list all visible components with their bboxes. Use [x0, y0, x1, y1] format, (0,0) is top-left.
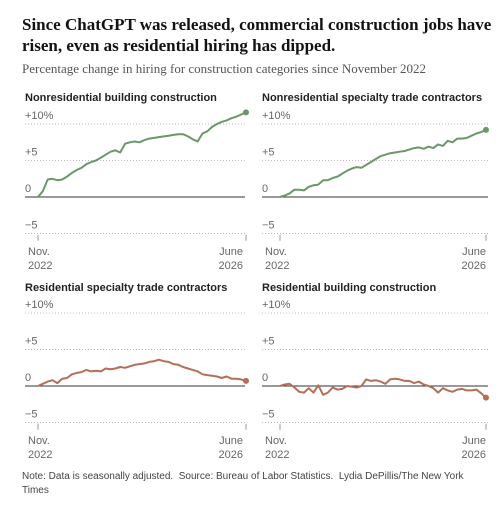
y-tick-label: +5: [262, 147, 275, 159]
x-tick-label-line: 2022: [28, 260, 52, 272]
x-tick-label-line: 2022: [265, 260, 289, 272]
x-tick-label-line: 2022: [28, 449, 52, 461]
x-tick-label: June 2026: [462, 435, 486, 461]
x-tick-label-line: Nov.: [265, 246, 287, 258]
x-tick-label: June 2026: [219, 435, 243, 461]
x-tick-label: June 2026: [462, 246, 486, 272]
x-tick-label: June 2026: [219, 246, 243, 272]
panel-title: Nonresidential specialty trade contracto…: [262, 92, 482, 104]
x-tick-label: Nov. 2022: [265, 246, 289, 272]
x-tick-label-line: 2022: [265, 449, 289, 461]
x-tick-label-line: Nov.: [28, 246, 50, 258]
panel-title: Residential building construction: [262, 282, 436, 294]
y-tick-label: +10%: [262, 110, 291, 122]
subtitle: Percentage change in hiring for construc…: [22, 61, 426, 76]
x-tick-label-line: 2026: [462, 260, 486, 272]
line: [279, 128, 487, 198]
y-tick-label: 0: [262, 372, 268, 384]
x-tick-label: Nov. 2022: [28, 246, 52, 272]
x-tick-label-line: June: [462, 246, 486, 258]
y-tick-label: +5: [25, 147, 38, 159]
x-tick-label-line: June: [219, 246, 243, 258]
x-tick-label-line: 2026: [219, 449, 243, 461]
y-tick-label: +10%: [25, 299, 54, 311]
end-dot: [483, 126, 489, 133]
x-tick-label-line: Nov.: [265, 435, 287, 447]
x-tick-label: Nov. 2022: [265, 435, 289, 461]
end-dot: [243, 109, 249, 116]
y-tick-label: +10%: [25, 110, 54, 122]
y-tick-label: +10%: [262, 299, 291, 311]
panel-title: Nonresidential building construction: [25, 92, 217, 104]
y-tick-label: 0: [25, 183, 31, 195]
x-tick-label-line: June: [462, 435, 486, 447]
x-tick-label: Nov. 2022: [28, 435, 52, 461]
x-tick-label-line: June: [219, 435, 243, 447]
y-tick-label: +5: [262, 336, 275, 348]
note: Note: Data is seasonally adjusted. Sourc…: [22, 471, 467, 496]
y-tick-label: −5: [25, 220, 38, 232]
x-tick-label-line: 2026: [219, 260, 243, 272]
y-tick-label: 0: [25, 372, 31, 384]
y-tick-label: −5: [262, 220, 275, 232]
x-tick-label-line: Nov.: [28, 435, 50, 447]
y-tick-label: −5: [25, 409, 38, 421]
panel-title: Residential specialty trade contractors: [25, 282, 227, 294]
x-tick-label-line: 2026: [462, 449, 486, 461]
line: [37, 358, 247, 387]
y-tick-label: +5: [25, 336, 38, 348]
line: [37, 111, 247, 198]
title: Since ChatGPT was released, commercial c…: [22, 15, 492, 55]
y-tick-label: 0: [262, 183, 268, 195]
end-dot: [243, 377, 249, 384]
line: [279, 377, 487, 399]
y-tick-label: −5: [262, 409, 275, 421]
end-dot: [483, 394, 489, 401]
